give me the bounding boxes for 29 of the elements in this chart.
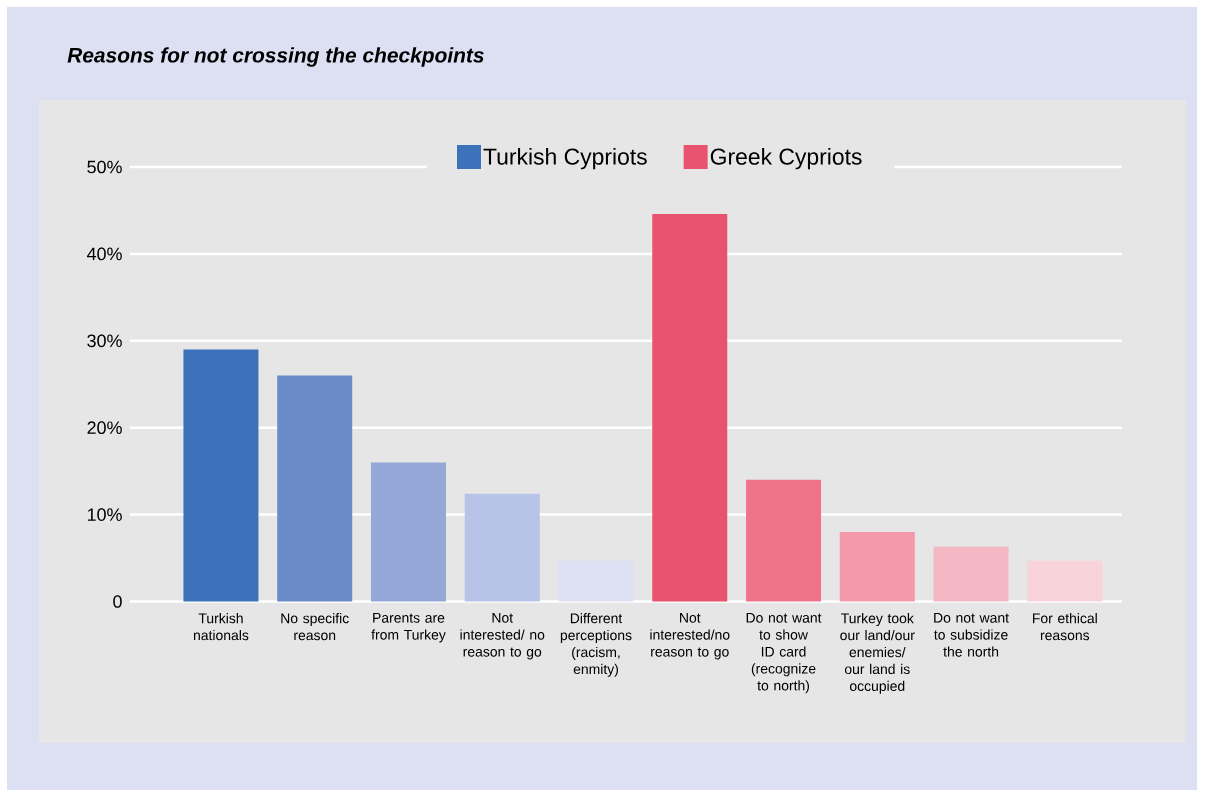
bar <box>839 531 915 602</box>
y-tick-label: 10% <box>87 508 122 521</box>
bar <box>464 493 540 602</box>
bar <box>558 560 634 602</box>
bar <box>370 462 446 602</box>
chart-title: Reasons for not crossing the checkpoints <box>67 47 484 67</box>
x-tick-label: Do not want to subsidize the north <box>934 613 1009 657</box>
x-tick-label: Turkey took our land/our enemies/ our land is occupied <box>840 613 915 694</box>
bar <box>277 375 353 602</box>
x-tick-label: Do not want to show ID card (recognize to north) <box>746 613 822 694</box>
y-tick-label: 50% <box>87 160 122 174</box>
y-tick-label: 20% <box>87 421 122 435</box>
y-tick-label: 0 <box>113 595 122 608</box>
bar <box>1027 560 1103 602</box>
bar <box>183 349 259 602</box>
legend-label: Turkish Cypriots <box>483 147 647 170</box>
bar <box>652 213 728 602</box>
x-tick-label: Not interested/ no reason to go <box>460 613 545 660</box>
bar <box>746 479 822 602</box>
legend-label: Greek Cypriots <box>710 147 862 170</box>
x-tick-label: Not interested/no reason to go <box>650 613 730 660</box>
bar <box>933 546 1009 602</box>
x-tick-label: Different perceptions (racism, enmity) <box>560 613 632 677</box>
y-tick-label: 40% <box>87 247 122 261</box>
x-tick-label: For ethical reasons <box>1033 613 1097 641</box>
x-tick-label: No specific reason <box>281 613 349 641</box>
x-tick-label: Parents are from Turkey <box>371 613 446 643</box>
x-tick-label: Turkish nationals <box>193 613 249 641</box>
y-tick-label: 30% <box>87 334 122 348</box>
